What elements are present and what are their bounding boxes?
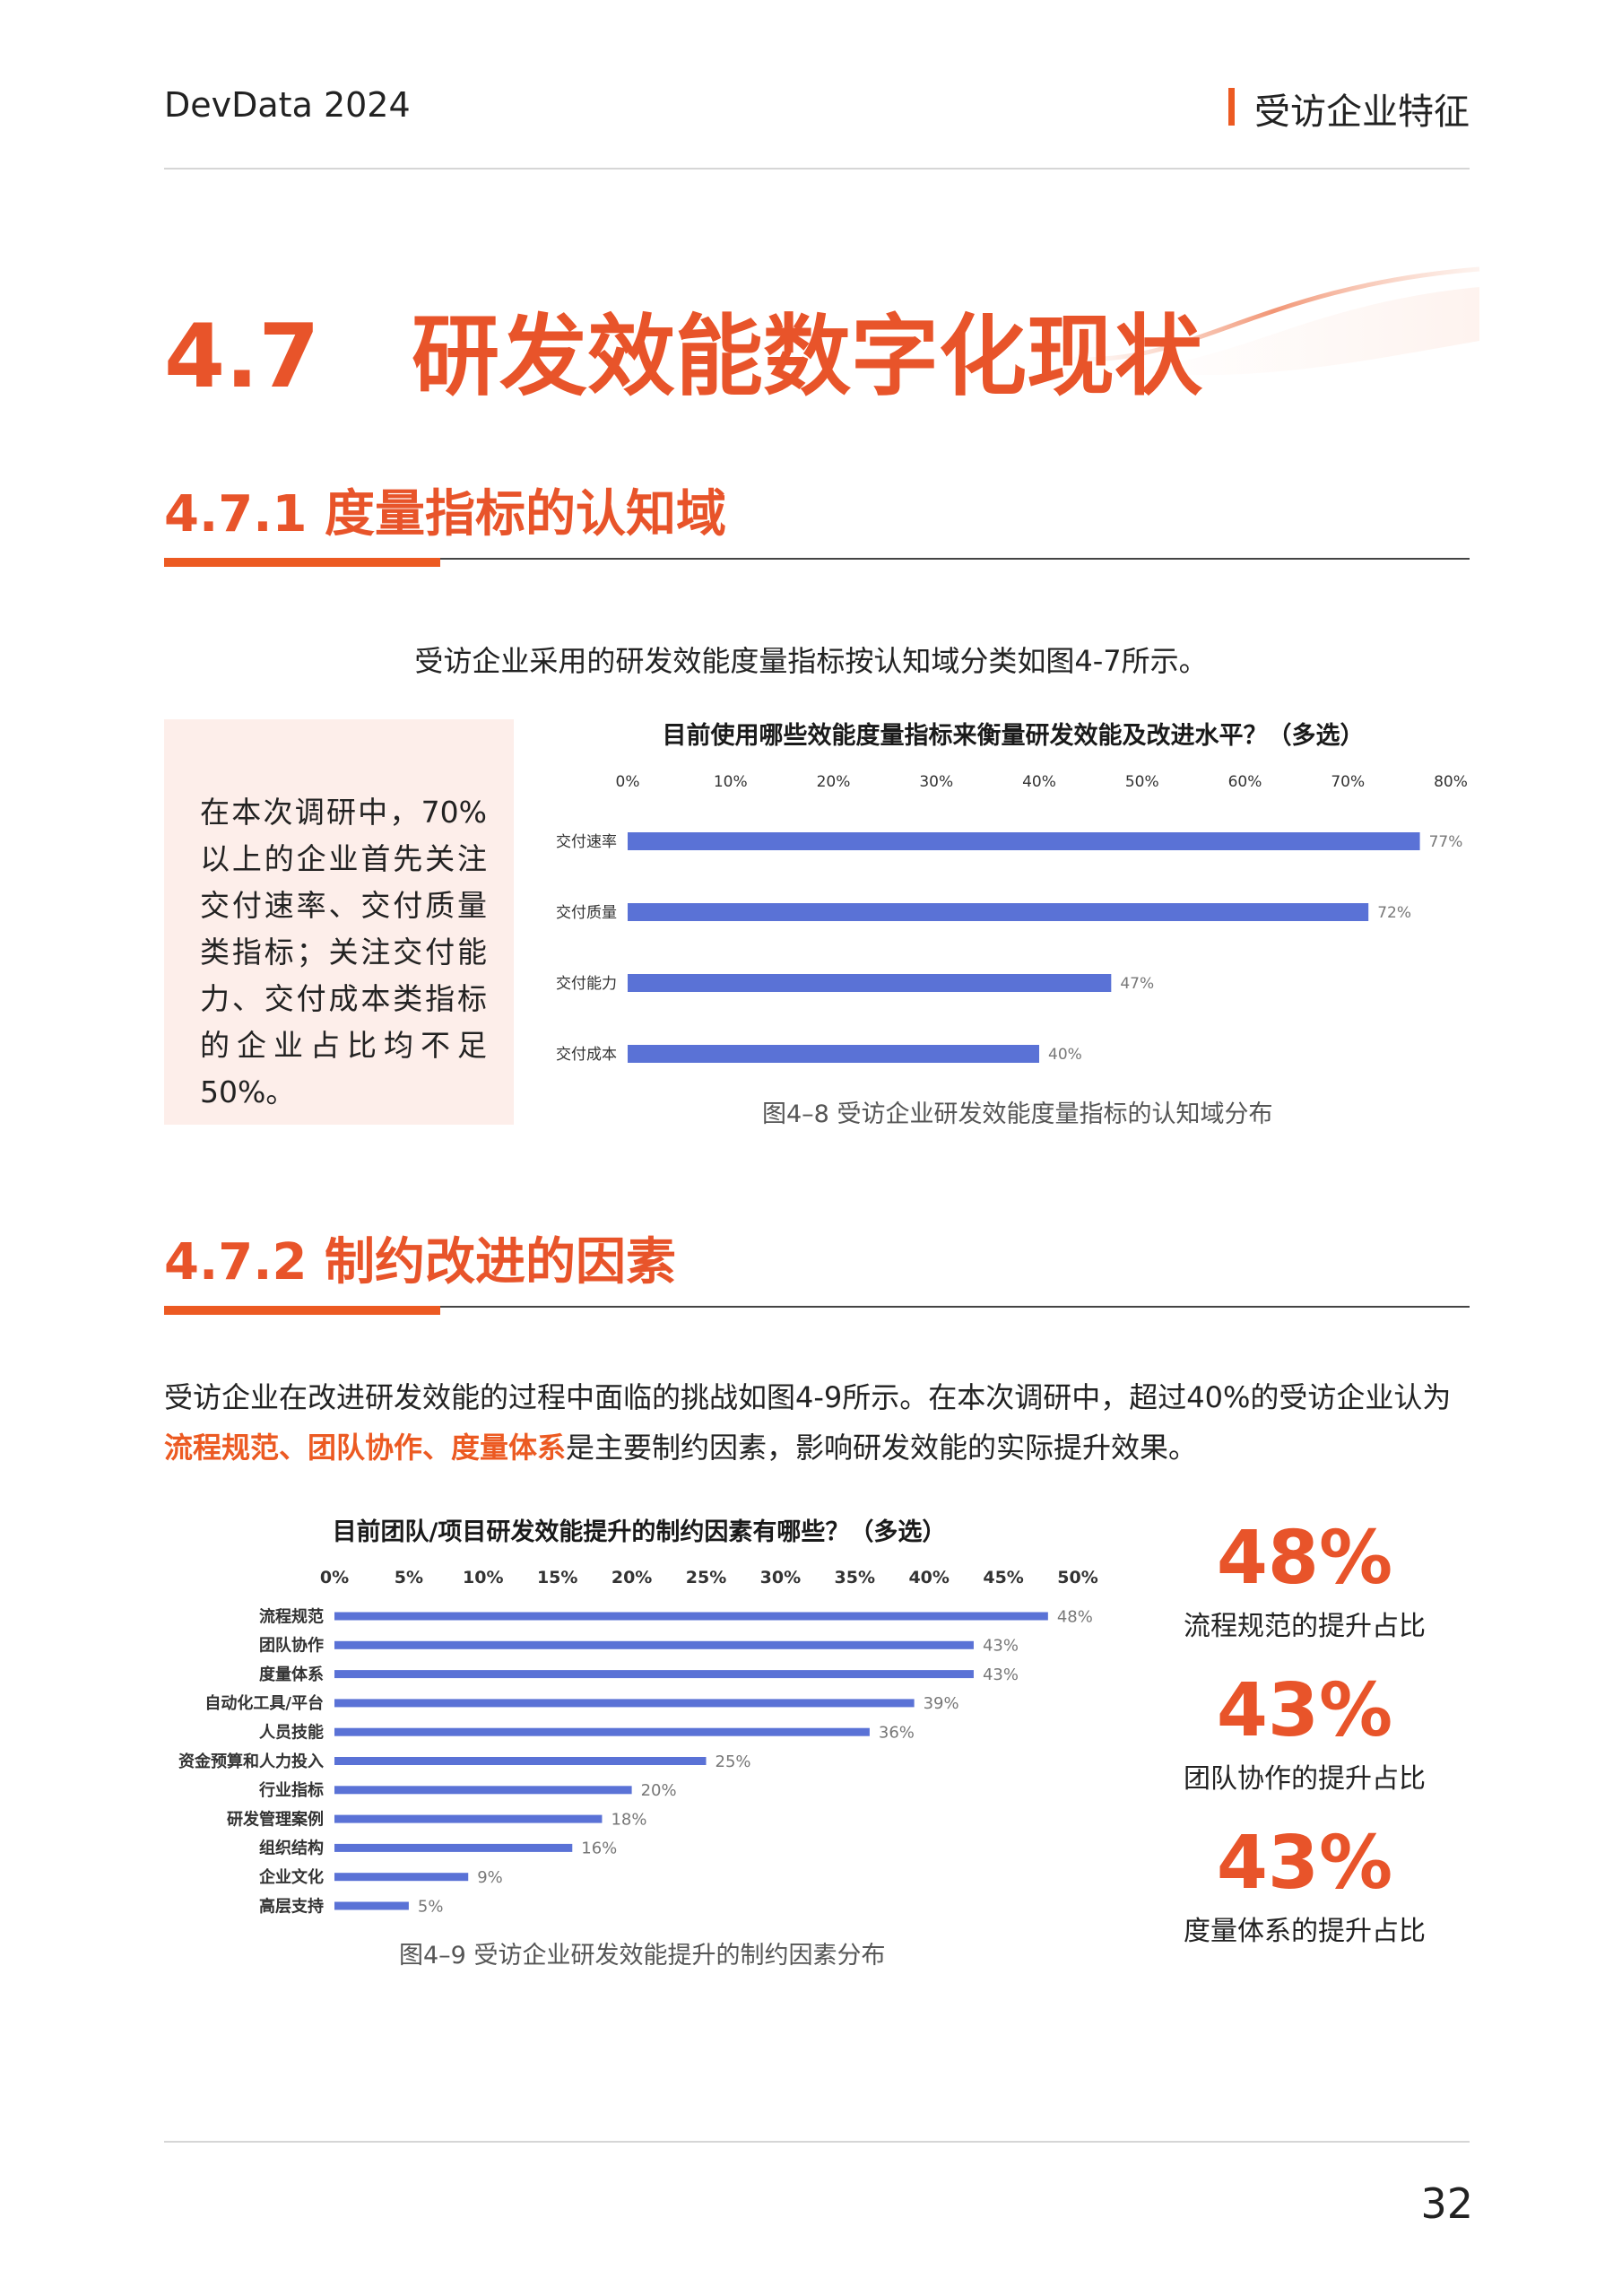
subsection-rule-1 [164, 558, 1470, 560]
axis-tick-label: 10% [463, 1568, 503, 1587]
axis-tick-label: 20% [612, 1568, 652, 1587]
bar [334, 1757, 707, 1765]
bar [334, 1640, 974, 1649]
category-label: 交付成本 [556, 1046, 617, 1064]
category-label: 交付能力 [556, 975, 617, 993]
data-label: 48% [1057, 1607, 1093, 1626]
bar [334, 1873, 469, 1882]
data-label: 43% [983, 1637, 1019, 1656]
bar [334, 1901, 409, 1910]
category-label: 组织结构 [259, 1839, 324, 1858]
bar [628, 903, 1369, 921]
data-label: 20% [641, 1781, 677, 1800]
axis-tick-label: 30% [760, 1568, 801, 1587]
stat-value-2: 43% [1216, 1668, 1393, 1753]
bar [628, 832, 1420, 850]
chart2-title: 目前团队/项目研发效能提升的制约因素有哪些？（多选） [332, 1518, 947, 1546]
data-label: 39% [924, 1694, 959, 1713]
axis-tick-label: 40% [1022, 773, 1056, 791]
stat-value-1: 48% [1216, 1516, 1393, 1601]
bar [628, 1045, 1039, 1063]
axis-tick-label: 50% [1057, 1568, 1097, 1587]
bar [334, 1727, 870, 1736]
bar [334, 1814, 603, 1823]
chapter-name: 受访企业特征 [1254, 91, 1470, 133]
stat-label-1: 流程规范的提升占比 [1184, 1611, 1426, 1642]
paragraph-2: 受访企业在改进研发效能的过程中面临的挑战如图4-9所示。在本次调研中，超过40%… [164, 1372, 1473, 1473]
category-label: 交付质量 [556, 904, 617, 922]
axis-tick-label: 45% [983, 1568, 1023, 1587]
axis-tick-label: 10% [714, 773, 748, 791]
bar [628, 974, 1112, 992]
data-label: 16% [581, 1839, 617, 1858]
chart2: 0% 5% 10% 15% 20% 25% 30% 35% 40% 45% 50% 流程规范 48% 团队… [178, 1568, 1098, 1916]
footer-divider [164, 2141, 1470, 2143]
category-label: 交付速率 [556, 833, 617, 851]
report-name: DevData 2024 [164, 85, 411, 125]
data-label: 36% [879, 1724, 915, 1743]
category-label: 团队协作 [259, 1636, 324, 1656]
data-label: 43% [983, 1665, 1019, 1684]
stat-label-3: 度量体系的提升占比 [1184, 1916, 1426, 1947]
axis-tick-label: 0% [320, 1568, 349, 1587]
axis-tick-label: 20% [817, 773, 851, 791]
axis-tick-label: 0% [616, 773, 640, 791]
callout-box: 在本次调研中，70%以上的企业首先关注交付速率、交付质量类指标；关注交付能力、交… [164, 719, 514, 1125]
subsection-accent-2 [164, 1306, 440, 1315]
axis-tick-label: 80% [1434, 773, 1468, 791]
category-label: 度量体系 [259, 1665, 324, 1684]
header-divider [164, 168, 1470, 170]
category-label: 行业指标 [258, 1780, 324, 1800]
section-title: 4.7 研发效能数字化现状 [164, 306, 1202, 408]
chart1-title: 目前使用哪些效能度量指标来衡量研发效能及改进水平？（多选） [662, 722, 1365, 750]
header-accent-bar [1228, 88, 1235, 126]
category-label: 研发管理案例 [227, 1809, 324, 1829]
category-label: 人员技能 [259, 1723, 324, 1743]
axis-tick-label: 15% [537, 1568, 577, 1587]
subsection-accent-1 [164, 558, 440, 567]
axis-tick-label: 60% [1228, 773, 1262, 791]
bar [334, 1699, 915, 1708]
category-label: 企业文化 [258, 1867, 324, 1887]
category-label: 自动化工具/平台 [204, 1693, 324, 1713]
chart1-caption: 图4–8 受访企业研发效能度量指标的认知域分布 [762, 1100, 1273, 1128]
paragraph-2-text-b: 是主要制约因素，影响研发效能的实际提升效果。 [566, 1431, 1198, 1465]
subsection-rule-2 [164, 1306, 1470, 1308]
chart2-caption: 图4–9 受访企业研发效能提升的制约因素分布 [399, 1942, 886, 1970]
data-label: 9% [477, 1868, 503, 1887]
data-label: 72% [1377, 904, 1411, 922]
chart1: 0% 10% 20% 30% 40% 50% 60% 70% 80% 交付速率 77% 交付质量 72%… [556, 773, 1468, 1064]
stat-label-2: 团队协作的提升占比 [1184, 1763, 1426, 1795]
data-label: 25% [716, 1752, 751, 1771]
intro-text-1: 受访企业采用的研发效能度量指标按认知域分类如图4-7所示。 [414, 644, 1208, 678]
axis-tick-label: 25% [686, 1568, 726, 1587]
bar [334, 1786, 632, 1795]
subsection-heading-2: 4.7.2 制约改进的因素 [164, 1233, 676, 1292]
data-label: 18% [611, 1810, 646, 1829]
bar [334, 1843, 573, 1852]
axis-tick-label: 50% [1125, 773, 1159, 791]
category-label: 资金预算和人力投入 [178, 1752, 324, 1771]
stat-value-3: 43% [1216, 1821, 1393, 1906]
axis-tick-label: 5% [395, 1568, 423, 1587]
data-label: 5% [418, 1897, 444, 1916]
decorative-swoosh [1066, 266, 1480, 376]
data-label: 47% [1120, 975, 1154, 993]
axis-tick-label: 30% [919, 773, 953, 791]
bar [334, 1670, 974, 1679]
paragraph-2-text-a: 受访企业在改进研发效能的过程中面临的挑战如图4-9所示。在本次调研中，超过40%… [164, 1380, 1452, 1414]
paragraph-2-highlight: 流程规范、团队协作、度量体系 [164, 1431, 567, 1465]
data-label: 77% [1429, 833, 1463, 851]
callout-text: 在本次调研中，70%以上的企业首先关注交付速率、交付质量类指标；关注交付能力、交… [200, 795, 487, 1109]
data-label: 40% [1048, 1046, 1082, 1064]
axis-tick-label: 40% [908, 1568, 949, 1587]
axis-tick-label: 70% [1331, 773, 1365, 791]
axis-tick-label: 35% [835, 1568, 875, 1587]
bar [334, 1612, 1048, 1621]
page-number: 32 [1420, 2179, 1473, 2228]
category-label: 高层支持 [259, 1896, 324, 1916]
subsection-heading-1: 4.7.1 度量指标的认知域 [164, 485, 726, 544]
category-label: 流程规范 [259, 1606, 324, 1626]
